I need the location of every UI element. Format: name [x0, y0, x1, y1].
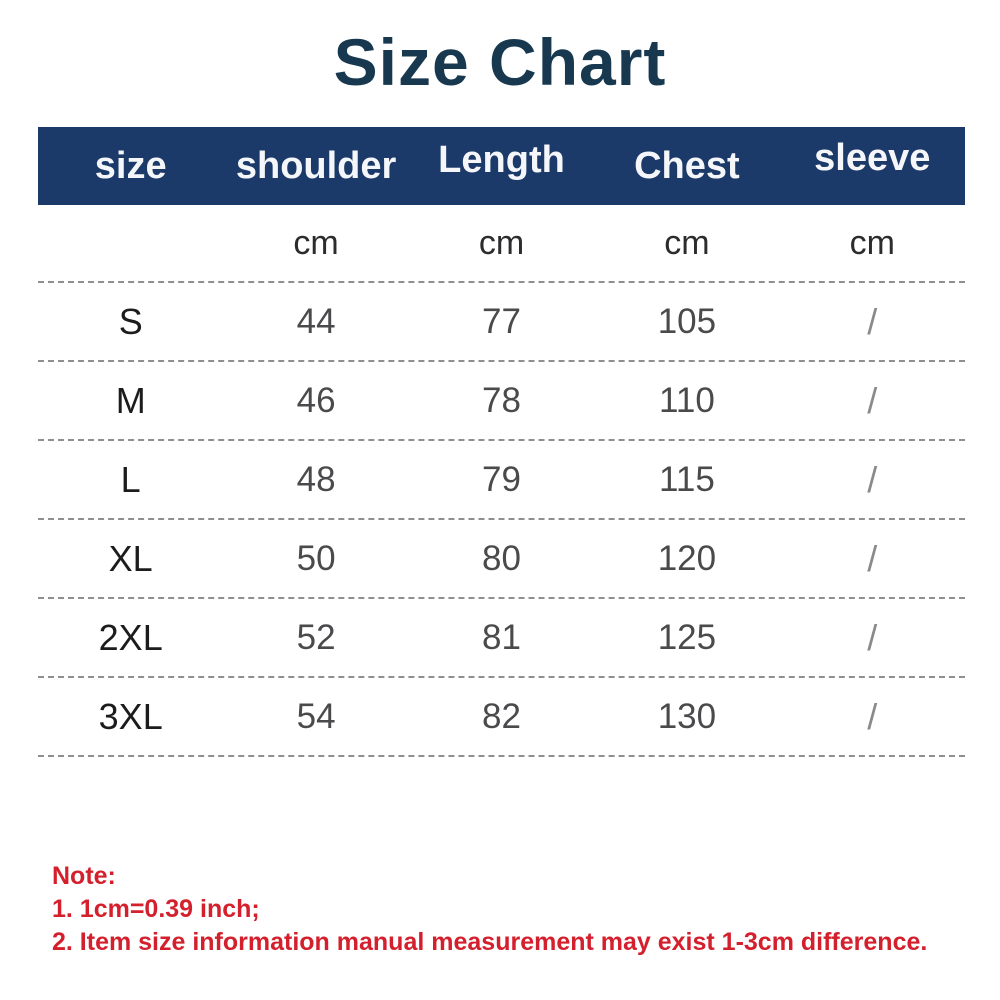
shoulder-value: 54 — [296, 696, 336, 736]
sleeve-value: / — [867, 695, 878, 737]
header-cell-shoulder: shoulder — [235, 144, 397, 187]
chest-value: 105 — [657, 301, 717, 341]
table-units-row: cm cm cm cm — [38, 205, 965, 281]
length-value: 81 — [482, 617, 521, 657]
chest-value: 130 — [657, 696, 717, 736]
chest-value: 115 — [658, 459, 715, 499]
size-label: S — [118, 300, 143, 342]
sleeve-value: / — [867, 537, 878, 579]
size-table: size shoulder Length Chest sleeve cm cm … — [38, 127, 965, 757]
size-label: M — [115, 379, 146, 421]
size-label: XL — [108, 537, 153, 579]
note-line-1: 1. 1cm=0.39 inch; — [52, 895, 260, 923]
length-value: 78 — [482, 380, 521, 420]
table-row-s: S 44 77 105 / — [38, 281, 965, 360]
table-header-row: size shoulder Length Chest sleeve — [38, 127, 965, 205]
unit-cell: cm — [849, 223, 895, 262]
table-row-2xl: 2XL 52 81 125 / — [38, 597, 965, 676]
size-label: L — [120, 458, 141, 500]
table-row-3xl: 3XL 54 82 130 / — [38, 676, 965, 757]
sleeve-value: / — [867, 300, 878, 342]
sleeve-value: / — [867, 616, 878, 658]
sleeve-value: / — [867, 379, 878, 421]
table-row-l: L 48 79 115 / — [38, 439, 965, 518]
chest-value: 120 — [657, 538, 717, 578]
unit-cell: cm — [478, 223, 525, 262]
length-value: 79 — [482, 459, 521, 499]
header-cell-chest: Chest — [634, 144, 740, 187]
shoulder-value: 50 — [296, 538, 336, 578]
header-cell-sleeve: sleeve — [814, 136, 931, 179]
header-cell-size: size — [94, 144, 167, 187]
shoulder-value: 52 — [296, 617, 336, 657]
chest-value: 125 — [657, 617, 717, 657]
note-block: Note: 1. 1cm=0.39 inch; 2. Item size inf… — [52, 860, 927, 959]
unit-cell: cm — [293, 223, 339, 262]
size-label: 3XL — [98, 695, 163, 737]
sleeve-value: / — [867, 458, 878, 500]
size-label: 2XL — [98, 616, 163, 658]
table-row-m: M 46 78 110 / — [38, 360, 965, 439]
shoulder-value: 48 — [296, 459, 336, 499]
page-title: Size Chart — [333, 25, 667, 99]
length-value: 80 — [482, 538, 521, 578]
note-heading: Note: — [52, 862, 116, 890]
unit-cell: cm — [664, 223, 710, 262]
length-value: 82 — [482, 696, 521, 736]
length-value: 77 — [482, 301, 521, 341]
shoulder-value: 46 — [296, 380, 336, 420]
chest-value: 110 — [658, 380, 715, 420]
header-cell-length: Length — [438, 138, 565, 181]
note-line-2: 2. Item size information manual measurem… — [52, 928, 928, 956]
table-row-xl: XL 50 80 120 / — [38, 518, 965, 597]
shoulder-value: 44 — [296, 301, 336, 341]
